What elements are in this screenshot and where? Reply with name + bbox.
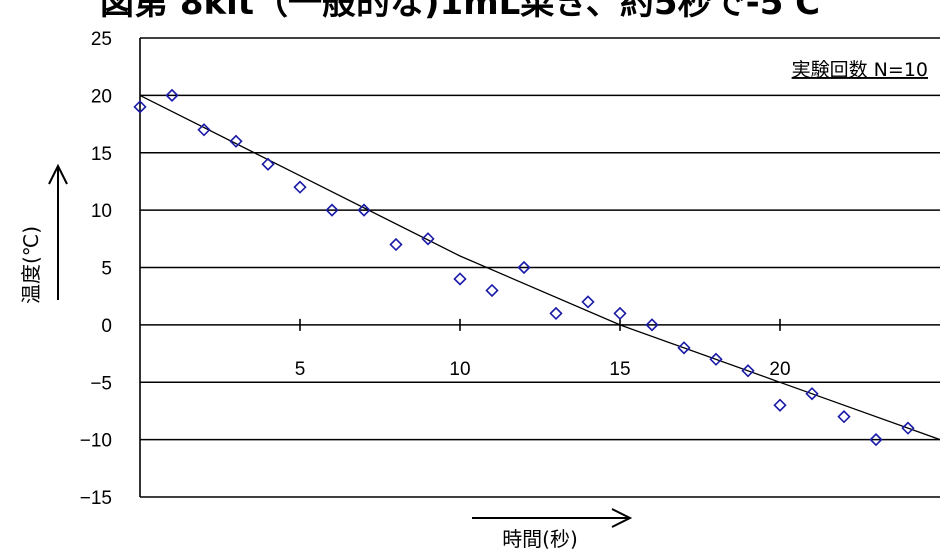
data-point bbox=[741, 364, 755, 378]
data-point bbox=[197, 123, 211, 137]
data-point bbox=[229, 134, 243, 148]
y-tick-label: 10 bbox=[91, 201, 112, 222]
data-point bbox=[581, 295, 595, 309]
grid-lines bbox=[140, 37, 940, 498]
y-tick-label: −5 bbox=[90, 373, 112, 394]
trend-line-group bbox=[139, 94, 940, 441]
data-point bbox=[357, 203, 371, 217]
data-point bbox=[837, 410, 851, 424]
data-points bbox=[133, 88, 915, 447]
data-point bbox=[389, 237, 403, 252]
data-point bbox=[805, 387, 819, 401]
y-tick-label: 15 bbox=[91, 144, 112, 165]
x-tick-label: 10 bbox=[449, 359, 470, 380]
y-tick-label: 20 bbox=[91, 86, 112, 107]
data-point bbox=[869, 432, 883, 447]
data-point bbox=[421, 232, 435, 246]
data-point bbox=[133, 100, 147, 114]
y-tick-label: 5 bbox=[101, 259, 112, 280]
data-point bbox=[165, 88, 179, 103]
y-axis-label: 温度(℃) bbox=[19, 226, 43, 304]
data-point bbox=[677, 341, 691, 355]
x-axis-arrow-head bbox=[611, 508, 633, 528]
x-tick-label: 20 bbox=[769, 359, 790, 380]
y-axis-arrow-head bbox=[48, 163, 68, 185]
data-point bbox=[453, 272, 467, 286]
x-axis-label-group: 時間(秒) bbox=[472, 508, 633, 551]
y-tick-label: 0 bbox=[101, 316, 112, 337]
data-point bbox=[645, 318, 659, 332]
x-axis-label: 時間(秒) bbox=[502, 527, 578, 551]
trend-line bbox=[139, 94, 940, 441]
data-point bbox=[325, 203, 339, 217]
data-point bbox=[293, 180, 307, 194]
y-axis-label-group: 温度(℃) bbox=[19, 163, 68, 304]
data-point bbox=[549, 306, 563, 321]
data-point bbox=[517, 260, 531, 275]
annotation-label: 実験回数 N=10 bbox=[792, 59, 928, 81]
y-tick-label: −15 bbox=[80, 488, 112, 509]
data-point bbox=[709, 352, 723, 366]
data-point bbox=[901, 421, 915, 435]
data-point bbox=[613, 306, 627, 321]
y-tick-label: 25 bbox=[91, 29, 112, 50]
chart-title: 図第 8kit（一般的な)1mL菜き、約5秒で-5 C bbox=[100, 0, 820, 23]
y-tick-label: −10 bbox=[80, 431, 112, 452]
data-point bbox=[261, 157, 275, 171]
data-point bbox=[773, 398, 787, 412]
x-tick-label: 15 bbox=[609, 359, 630, 380]
y-tick-labels: 25 20 15 10 5 0 −5 −10 −15 bbox=[80, 29, 112, 509]
x-tick-labels: 5 10 15 20 bbox=[295, 359, 791, 380]
x-tick-label: 5 bbox=[295, 359, 306, 380]
data-point bbox=[485, 283, 499, 298]
